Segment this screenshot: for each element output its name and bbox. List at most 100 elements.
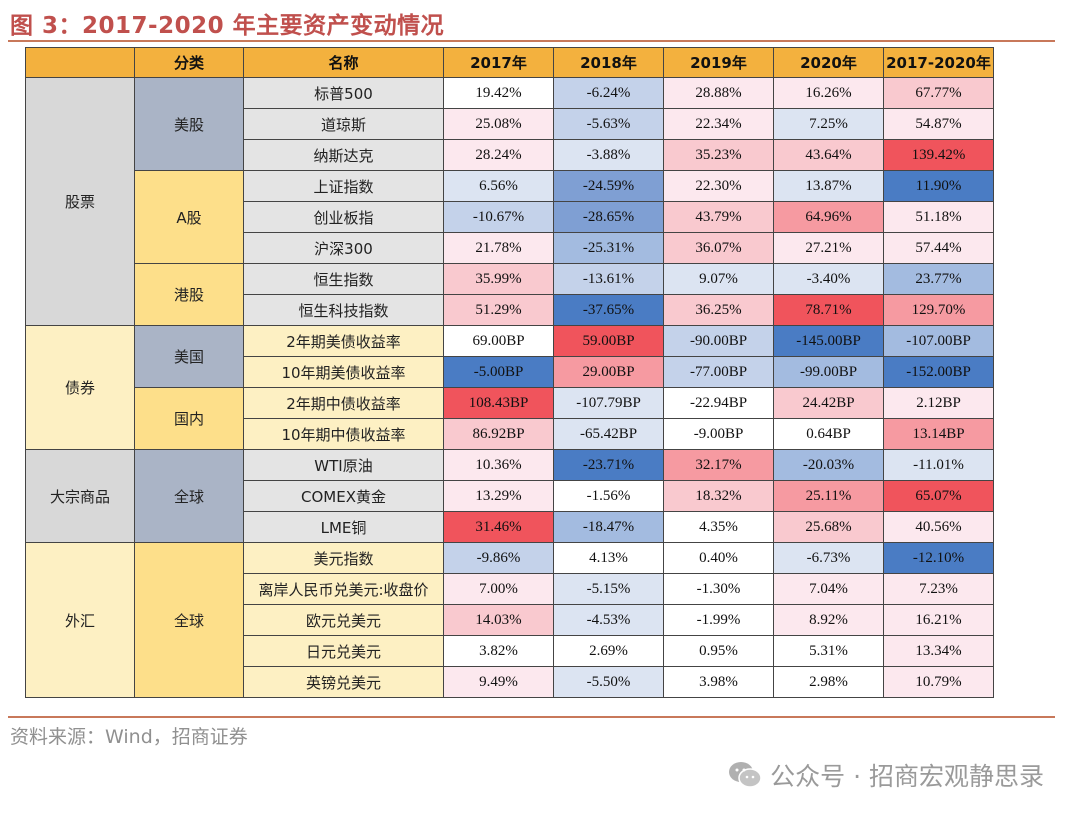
value-cell: -5.50% [553,666,664,698]
value-cell: -9.86% [443,542,554,574]
header-2017: 2017年 [443,47,554,78]
value-cell: 16.26% [773,77,884,109]
watermark: 公众号 · 招商宏观静思录 [728,757,1044,793]
asset-name-cell: 10年期美债收益率 [243,356,444,388]
value-cell: -77.00BP [663,356,774,388]
header-2017-2020: 2017-2020年 [883,47,994,78]
value-cell: 0.95% [663,635,774,667]
value-cell: 10.36% [443,449,554,481]
table-row: 10年期中债收益率 86.92BP -65.42BP -9.00BP 0.64BP 13.… [26,418,994,450]
asset-name-cell: 离岸人民币兑美元:收盘价 [243,573,444,605]
asset-name-cell: LME铜 [243,511,444,543]
asset-change-table: 分类 名称 2017年 2018年 2019年 2020年 2017-2020年… [25,47,994,698]
category-cell: 股票 [25,77,135,326]
value-cell: -10.67% [443,201,554,233]
value-cell: -6.73% [773,542,884,574]
value-cell: 25.68% [773,511,884,543]
value-cell: 36.25% [663,294,774,326]
table-row: 外汇 全球 美元指数 -9.86% 4.13% 0.40% -6.73% -12.10% [25,542,994,698]
table-row: 英镑兑美元 9.49% -5.50% 3.98% 2.98% 10.79% [26,666,994,698]
asset-name-cell: 日元兑美元 [243,635,444,667]
title-rule [8,40,1055,42]
value-cell: 35.23% [663,139,774,171]
value-cell: 54.87% [883,108,994,140]
value-cell: 40.56% [883,511,994,543]
source-note: 资料来源：Wind，招商证券 [10,726,248,748]
value-cell: 22.30% [663,170,774,202]
value-cell: 23.77% [883,263,994,295]
value-cell: 7.04% [773,573,884,605]
value-cell: 14.03% [443,604,554,636]
value-cell: 57.44% [883,232,994,264]
value-cell: -18.47% [553,511,664,543]
asset-name-cell: WTI原油 [243,449,444,481]
value-cell: -6.24% [553,77,664,109]
value-cell: -37.65% [553,294,664,326]
value-cell: 139.42% [883,139,994,171]
value-cell: -3.88% [553,139,664,171]
value-cell: 3.98% [663,666,774,698]
value-cell: 28.88% [663,77,774,109]
header-2019: 2019年 [663,47,774,78]
asset-name-cell: 标普500 [243,77,444,109]
value-cell: -145.00BP [773,325,884,357]
value-cell: -90.00BP [663,325,774,357]
value-cell: -1.30% [663,573,774,605]
table-row: 日元兑美元 3.82% 2.69% 0.95% 5.31% 13.34% [26,635,994,667]
watermark-text: 公众号 · 招商宏观静思录 [770,762,1044,791]
value-cell: -107.00BP [883,325,994,357]
value-cell: 8.92% [773,604,884,636]
value-cell: 2.12BP [883,387,994,419]
value-cell: 43.64% [773,139,884,171]
value-cell: -107.79BP [553,387,664,419]
table-row: 欧元兑美元 14.03% -4.53% -1.99% 8.92% 16.21% [26,604,994,636]
value-cell: -24.59% [553,170,664,202]
table-row: A股 上证指数 6.56% -24.59% 22.30% 13.87% 11.90% [26,170,994,264]
value-cell: -11.01% [883,449,994,481]
value-cell: 129.70% [883,294,994,326]
value-cell: 9.49% [443,666,554,698]
asset-name-cell: COMEX黄金 [243,480,444,512]
value-cell: 108.43BP [443,387,554,419]
value-cell: 7.00% [443,573,554,605]
value-cell: -1.99% [663,604,774,636]
asset-name-cell: 恒生指数 [243,263,444,295]
subcategory-cell: 美国 [134,325,244,388]
value-cell: 65.07% [883,480,994,512]
value-cell: 21.78% [443,232,554,264]
category-cell: 大宗商品 [25,449,135,543]
asset-name-cell: 欧元兑美元 [243,604,444,636]
value-cell: -4.53% [553,604,664,636]
header-2018: 2018年 [553,47,664,78]
value-cell: 5.31% [773,635,884,667]
table-row: 沪深300 21.78% -25.31% 36.07% 27.21% 57.44% [26,232,994,264]
value-cell: 2.69% [553,635,664,667]
value-cell: 13.87% [773,170,884,202]
value-cell: -9.00BP [663,418,774,450]
value-cell: 3.82% [443,635,554,667]
value-cell: -25.31% [553,232,664,264]
value-cell: 78.71% [773,294,884,326]
value-cell: -28.65% [553,201,664,233]
table-row: 离岸人民币兑美元:收盘价 7.00% -5.15% -1.30% 7.04% 7.23% [26,573,994,605]
value-cell: 11.90% [883,170,994,202]
value-cell: -3.40% [773,263,884,295]
header-name: 名称 [243,47,444,78]
header-2020: 2020年 [773,47,884,78]
asset-name-cell: 2年期美债收益率 [243,325,444,357]
value-cell: -5.63% [553,108,664,140]
value-cell: 25.08% [443,108,554,140]
asset-name-cell: 纳斯达克 [243,139,444,171]
asset-name-cell: 上证指数 [243,170,444,202]
value-cell: 13.29% [443,480,554,512]
value-cell: -23.71% [553,449,664,481]
value-cell: -152.00BP [883,356,994,388]
table-row: 10年期美债收益率 -5.00BP 29.00BP -77.00BP -99.00BP -… [26,356,994,388]
value-cell: -65.42BP [553,418,664,450]
asset-name-cell: 沪深300 [243,232,444,264]
value-cell: 13.34% [883,635,994,667]
value-cell: 0.40% [663,542,774,574]
table-row: 恒生科技指数 51.29% -37.65% 36.25% 78.71% 129.70% [26,294,994,326]
subcategory-cell: 国内 [134,387,244,450]
value-cell: 24.42BP [773,387,884,419]
